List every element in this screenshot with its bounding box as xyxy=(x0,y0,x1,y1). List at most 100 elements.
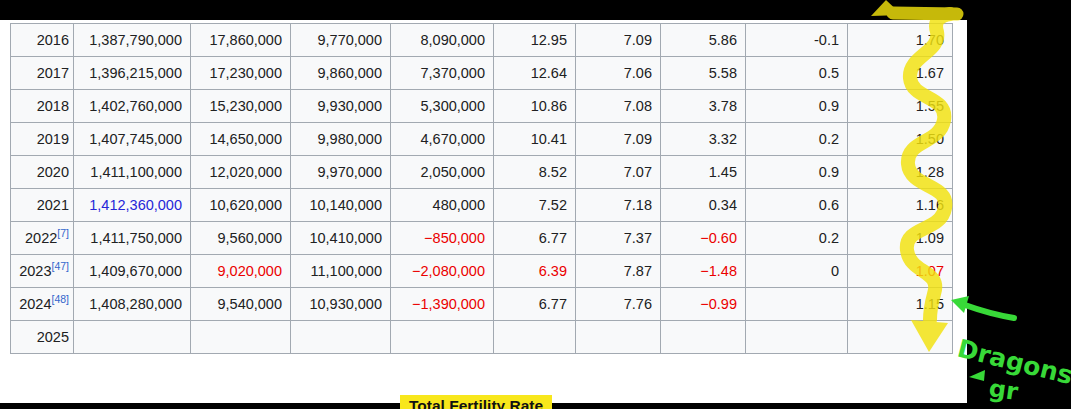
table-cell: 5.58 xyxy=(661,57,746,90)
table-cell: 4,670,000 xyxy=(391,123,494,156)
table-cell: 7.87 xyxy=(576,255,661,288)
table-cell: 1.15 xyxy=(848,288,953,321)
table-cell: 0.6 xyxy=(746,189,848,222)
table-cell xyxy=(74,321,191,354)
table-cell: 1,408,280,000 xyxy=(74,288,191,321)
table-cell xyxy=(746,321,848,354)
table-cell: 6.77 xyxy=(494,288,576,321)
table-cell: 15,230,000 xyxy=(191,90,291,123)
table-row: 2025 xyxy=(11,321,953,354)
table-cell: 9,540,000 xyxy=(191,288,291,321)
table-cell: 5,300,000 xyxy=(391,90,494,123)
table-cell: 12.95 xyxy=(494,24,576,57)
table-row: 20191,407,745,00014,650,0009,980,0004,67… xyxy=(11,123,953,156)
table-row: 2022[7]1,411,750,0009,560,00010,410,000−… xyxy=(11,222,953,255)
table-cell: 1,402,760,000 xyxy=(74,90,191,123)
table-cell xyxy=(291,321,391,354)
year-cell: 2023[47] xyxy=(11,255,74,288)
table-row: 20201,411,100,00012,020,0009,970,0002,05… xyxy=(11,156,953,189)
table-cell: 0 xyxy=(746,255,848,288)
small-green-dash-mark xyxy=(969,370,985,381)
year-cell: 2019 xyxy=(11,123,74,156)
table-cell xyxy=(494,321,576,354)
year-cell: 2025 xyxy=(11,321,74,354)
table-cell: 1.09 xyxy=(848,222,953,255)
table-cell: 1,407,745,000 xyxy=(74,123,191,156)
year-label: 2019 xyxy=(37,131,69,147)
table-cell: 9,930,000 xyxy=(291,90,391,123)
table-cell: 9,980,000 xyxy=(291,123,391,156)
table-cell: 1,411,100,000 xyxy=(74,156,191,189)
table-cell: 0.2 xyxy=(746,123,848,156)
table-cell: 12,020,000 xyxy=(191,156,291,189)
table-cell: −850,000 xyxy=(391,222,494,255)
reference-link[interactable]: [48] xyxy=(51,293,69,305)
table-cell: −0.60 xyxy=(661,222,746,255)
table-cell: 0.9 xyxy=(746,90,848,123)
table-cell: 7.07 xyxy=(576,156,661,189)
handwriting-dragons: Dragons xyxy=(955,334,1071,391)
table-cell: 7.76 xyxy=(576,288,661,321)
year-cell: 2017 xyxy=(11,57,74,90)
table-cell: 7.37 xyxy=(576,222,661,255)
table-cell xyxy=(391,321,494,354)
table-cell: 0.5 xyxy=(746,57,848,90)
table-cell: 9,770,000 xyxy=(291,24,391,57)
total-fertility-rate-label: Total Fertility Rate xyxy=(400,395,552,409)
table-cell: −0.99 xyxy=(661,288,746,321)
table-cell: 8,090,000 xyxy=(391,24,494,57)
table-row: 20211,412,360,00010,620,00010,140,000480… xyxy=(11,189,953,222)
year-label: 2022 xyxy=(25,230,57,246)
year-cell: 2024[48] xyxy=(11,288,74,321)
table-cell[interactable]: 1,412,360,000 xyxy=(74,189,191,222)
table-cell: 9,970,000 xyxy=(291,156,391,189)
table-row: 2018 1,402,760,00015,230,0009,930,0005,30… xyxy=(11,90,953,123)
table-cell: 12.64 xyxy=(494,57,576,90)
table-cell xyxy=(191,321,291,354)
table-cell: 7.09 xyxy=(576,123,661,156)
vital-stats-tbody: 20161,387,790,00017,860,0009,770,0008,09… xyxy=(11,24,953,354)
handwriting-gr: gr xyxy=(987,374,1020,406)
year-cell: 2020 xyxy=(11,156,74,189)
reference-link[interactable]: [7] xyxy=(57,227,69,239)
table-cell: 1,396,215,000 xyxy=(74,57,191,90)
year-label: 2023 xyxy=(19,263,51,279)
table-cell: 7.08 xyxy=(576,90,661,123)
table-row: 2023[47]1,409,670,0009,020,00011,100,000… xyxy=(11,255,953,288)
table-cell: 17,860,000 xyxy=(191,24,291,57)
table-cell xyxy=(661,321,746,354)
table-cell: 2,050,000 xyxy=(391,156,494,189)
year-label: 2018 xyxy=(37,98,69,114)
table-cell: 10,410,000 xyxy=(291,222,391,255)
table-cell: 8.52 xyxy=(494,156,576,189)
year-cell: 2022[7] xyxy=(11,222,74,255)
table-cell: 1.50 xyxy=(848,123,953,156)
table-cell: 0.2 xyxy=(746,222,848,255)
table-cell: 11,100,000 xyxy=(291,255,391,288)
table-cell: −2,080,000 xyxy=(391,255,494,288)
table-cell: 6.39 xyxy=(494,255,576,288)
yellow-up-arrowhead-icon xyxy=(871,0,902,16)
table-cell: 0.34 xyxy=(661,189,746,222)
table-cell: 6.77 xyxy=(494,222,576,255)
table-cell: 7.06 xyxy=(576,57,661,90)
table-cell: 3.78 xyxy=(661,90,746,123)
table-cell: 480,000 xyxy=(391,189,494,222)
green-arrow-shaft xyxy=(965,305,1014,318)
reference-link[interactable]: [47] xyxy=(51,260,69,272)
table-cell: 10,930,000 xyxy=(291,288,391,321)
table-cell: 1.67 xyxy=(848,57,953,90)
table-cell: −1.48 xyxy=(661,255,746,288)
year-label: 2025 xyxy=(37,329,69,345)
year-label: 2017 xyxy=(37,65,69,81)
table-cell: 10.86 xyxy=(494,90,576,123)
year-cell: 2021 xyxy=(11,189,74,222)
table-cell: 10,140,000 xyxy=(291,189,391,222)
table-cell: 7,370,000 xyxy=(391,57,494,90)
wiki-page-background: 20161,387,790,00017,860,0009,770,0008,09… xyxy=(0,20,967,403)
year-label: 2016 xyxy=(37,32,69,48)
table-cell xyxy=(576,321,661,354)
table-cell: 10.41 xyxy=(494,123,576,156)
table-cell: 10,620,000 xyxy=(191,189,291,222)
table-row: 20161,387,790,00017,860,0009,770,0008,09… xyxy=(11,24,953,57)
